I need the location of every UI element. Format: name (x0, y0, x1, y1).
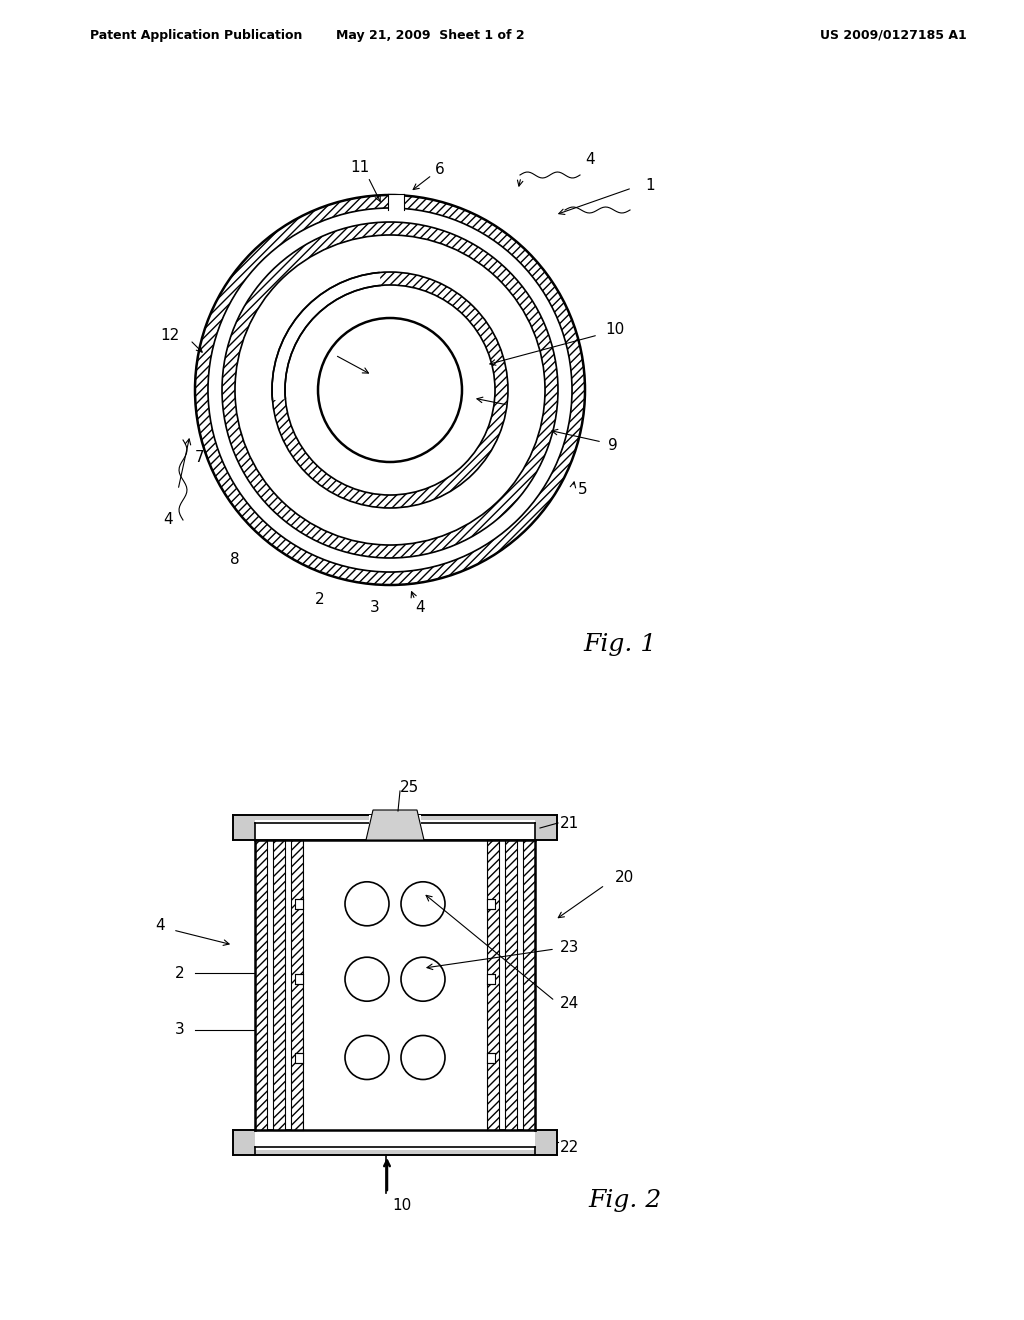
Text: 10: 10 (605, 322, 625, 338)
Text: 2: 2 (175, 965, 184, 981)
Text: 8: 8 (230, 553, 240, 568)
Text: 4: 4 (585, 153, 595, 168)
Bar (233, 814, 557, 840)
Circle shape (345, 1035, 389, 1080)
Text: 5: 5 (578, 483, 588, 498)
Text: 3: 3 (370, 601, 380, 615)
Text: 3: 3 (175, 1023, 185, 1038)
Circle shape (401, 1035, 445, 1080)
Bar (233, 1130, 557, 1155)
Text: Fig. 2: Fig. 2 (589, 1188, 662, 1212)
Bar (487, 974, 495, 985)
Text: 7: 7 (196, 450, 205, 466)
Bar (255, 840, 535, 1130)
Bar (295, 1052, 303, 1063)
Text: 9: 9 (608, 437, 617, 453)
Bar (487, 1052, 495, 1063)
Text: 2: 2 (315, 593, 325, 607)
Polygon shape (366, 810, 424, 840)
Circle shape (318, 318, 462, 462)
Text: 4: 4 (415, 601, 425, 615)
Text: 4: 4 (156, 917, 165, 932)
Bar (523, 840, 535, 1130)
Circle shape (345, 957, 389, 1001)
Text: 1: 1 (645, 177, 654, 193)
Text: 25: 25 (400, 780, 419, 795)
Bar (255, 840, 267, 1130)
Circle shape (401, 957, 445, 1001)
Bar (273, 840, 285, 1130)
Text: 21: 21 (560, 816, 580, 830)
Circle shape (195, 195, 585, 585)
Text: 12: 12 (161, 327, 179, 342)
Bar (487, 840, 499, 1130)
Text: 11: 11 (350, 161, 370, 176)
Circle shape (345, 882, 389, 925)
Bar (255, 1130, 535, 1150)
Bar (505, 840, 517, 1130)
Bar (487, 899, 495, 908)
Text: 23: 23 (560, 940, 580, 954)
Bar (388, 194, 404, 213)
Text: 10: 10 (392, 1199, 412, 1213)
Text: 6: 6 (435, 162, 444, 177)
Text: US 2009/0127185 A1: US 2009/0127185 A1 (820, 29, 967, 41)
Wedge shape (272, 272, 381, 400)
Text: Patent Application Publication: Patent Application Publication (90, 29, 302, 41)
Bar (255, 820, 535, 840)
Bar (369, 814, 421, 840)
Text: 24: 24 (560, 995, 580, 1011)
Text: May 21, 2009  Sheet 1 of 2: May 21, 2009 Sheet 1 of 2 (336, 29, 524, 41)
Circle shape (401, 882, 445, 925)
Bar (303, 840, 487, 1130)
Text: 4: 4 (163, 512, 173, 528)
Text: 22: 22 (560, 1139, 580, 1155)
Bar (291, 840, 303, 1130)
Text: 20: 20 (615, 870, 634, 884)
Text: Fig. 1: Fig. 1 (584, 634, 656, 656)
Bar (295, 974, 303, 985)
Circle shape (318, 318, 462, 462)
Bar (295, 899, 303, 908)
